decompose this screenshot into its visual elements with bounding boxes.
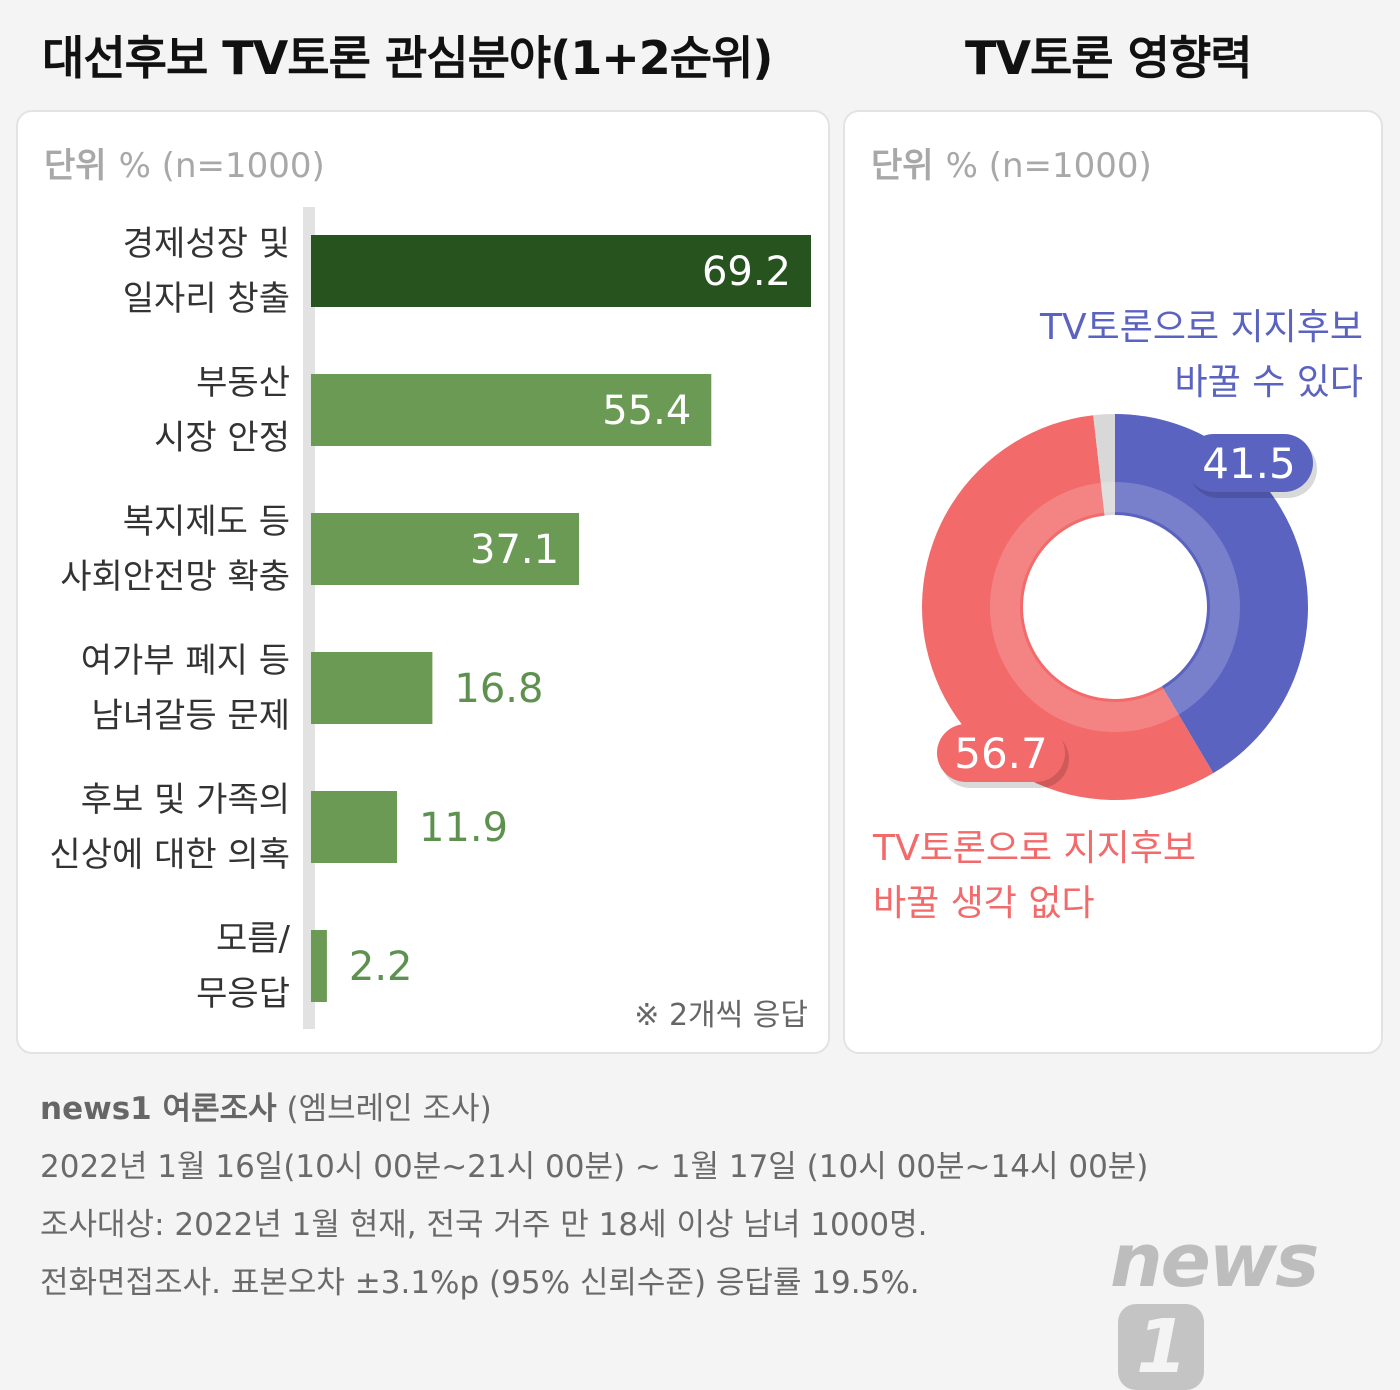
- donut-chart-title: TV토론 영향력: [965, 31, 1253, 85]
- bar-category-label: 남녀갈등 문제: [92, 696, 291, 736]
- news1-logo-mark: 1: [1118, 1304, 1204, 1390]
- donut-slice: [922, 415, 1214, 800]
- bar-value-label: 11.9: [419, 805, 508, 851]
- bar-category-label: 신상에 대한 의혹: [49, 835, 290, 875]
- bar-category-label: 일자리 창출: [123, 279, 290, 319]
- bar-category-label: 모름/: [216, 919, 291, 959]
- footer-target: 조사대상: 2022년 1월 현재, 전국 거주 만 18세 이상 남녀 100…: [40, 1207, 928, 1243]
- survey-footer: news1 여론조사 (엠브레인 조사) 2022년 1월 16일(10시 00…: [40, 1080, 1148, 1312]
- footer-brand: news1 여론조사: [40, 1091, 277, 1127]
- bar-value-label: 16.8: [454, 666, 543, 712]
- bar: [311, 652, 433, 724]
- bar-chart-title: 대선후보 TV토론 관심분야(1+2순위): [42, 31, 773, 85]
- donut-value-label: 41.5: [1202, 439, 1296, 488]
- donut-slice-label: TV토론으로 지지후보: [872, 828, 1196, 869]
- value-badge: [1185, 434, 1313, 492]
- donut-inner-ring: [990, 482, 1240, 732]
- donut-unit-text: % (n=1000): [945, 146, 1152, 186]
- bar: [311, 513, 580, 585]
- donut-slice: [1115, 414, 1308, 774]
- bar: [311, 791, 397, 863]
- bar-category-label: 경제성장 및: [123, 224, 290, 264]
- bar-category-label: 시장 안정: [154, 418, 290, 458]
- bar-category-label: 여가부 폐지 등: [81, 641, 290, 681]
- donut-slice: [1093, 414, 1115, 516]
- footer-period: 2022년 1월 16일(10시 00분~21시 00분) ~ 1월 17일 (…: [40, 1149, 1149, 1185]
- bar: [311, 235, 811, 307]
- bar-unit-label: 단위: [44, 146, 107, 186]
- news1-logo: news1: [1110, 1218, 1400, 1390]
- bar-unit-text: % (n=1000): [118, 146, 325, 186]
- bar-category-label: 후보 및 가족의: [81, 780, 290, 820]
- donut-unit-label: 단위: [871, 146, 934, 186]
- bar-category-label: 복지제도 등: [123, 502, 290, 542]
- donut-slice-label: 바꿀 수 있다: [1175, 362, 1364, 403]
- bar-value-label: 37.1: [470, 527, 559, 573]
- response-note: ※ 2개씩 응답: [634, 998, 808, 1033]
- bar-value-label: 69.2: [702, 249, 791, 295]
- bar-value-label: 55.4: [602, 388, 691, 434]
- footer-source: (엠브레인 조사): [286, 1091, 492, 1127]
- bar: [311, 930, 327, 1002]
- bar-category-label: 부동산: [196, 363, 290, 403]
- value-badge: [937, 724, 1065, 782]
- donut-slice-label: 바꿀 생각 없다: [873, 883, 1095, 924]
- bar-value-label: 2.2: [349, 944, 413, 990]
- donut-unit-line: 단위 % (n=1000): [871, 138, 1152, 187]
- footer-method: 전화면접조사. 표본오차 ±3.1%p (95% 신뢰수준) 응답률 19.5%…: [40, 1265, 920, 1301]
- bar-unit-line: 단위 % (n=1000): [44, 138, 325, 187]
- donut-value-label: 56.7: [954, 729, 1048, 778]
- donut-chart-panel: 단위% (n=1000) 41.5 56.7 TV토론으로 지지후보 바꿀 수 있다 T…: [843, 110, 1383, 1054]
- bar-category-label: 무응답: [196, 974, 290, 1014]
- bar-category-label: 사회안전망 확충: [60, 557, 290, 597]
- footer-source-line: news1 여론조사 (엠브레인 조사): [40, 1080, 1148, 1138]
- bar: [311, 374, 712, 446]
- news1-logo-text: news: [1110, 1218, 1319, 1304]
- bar-axis-line: [303, 207, 315, 1029]
- donut-slice-label: TV토론으로 지지후보: [1039, 307, 1363, 348]
